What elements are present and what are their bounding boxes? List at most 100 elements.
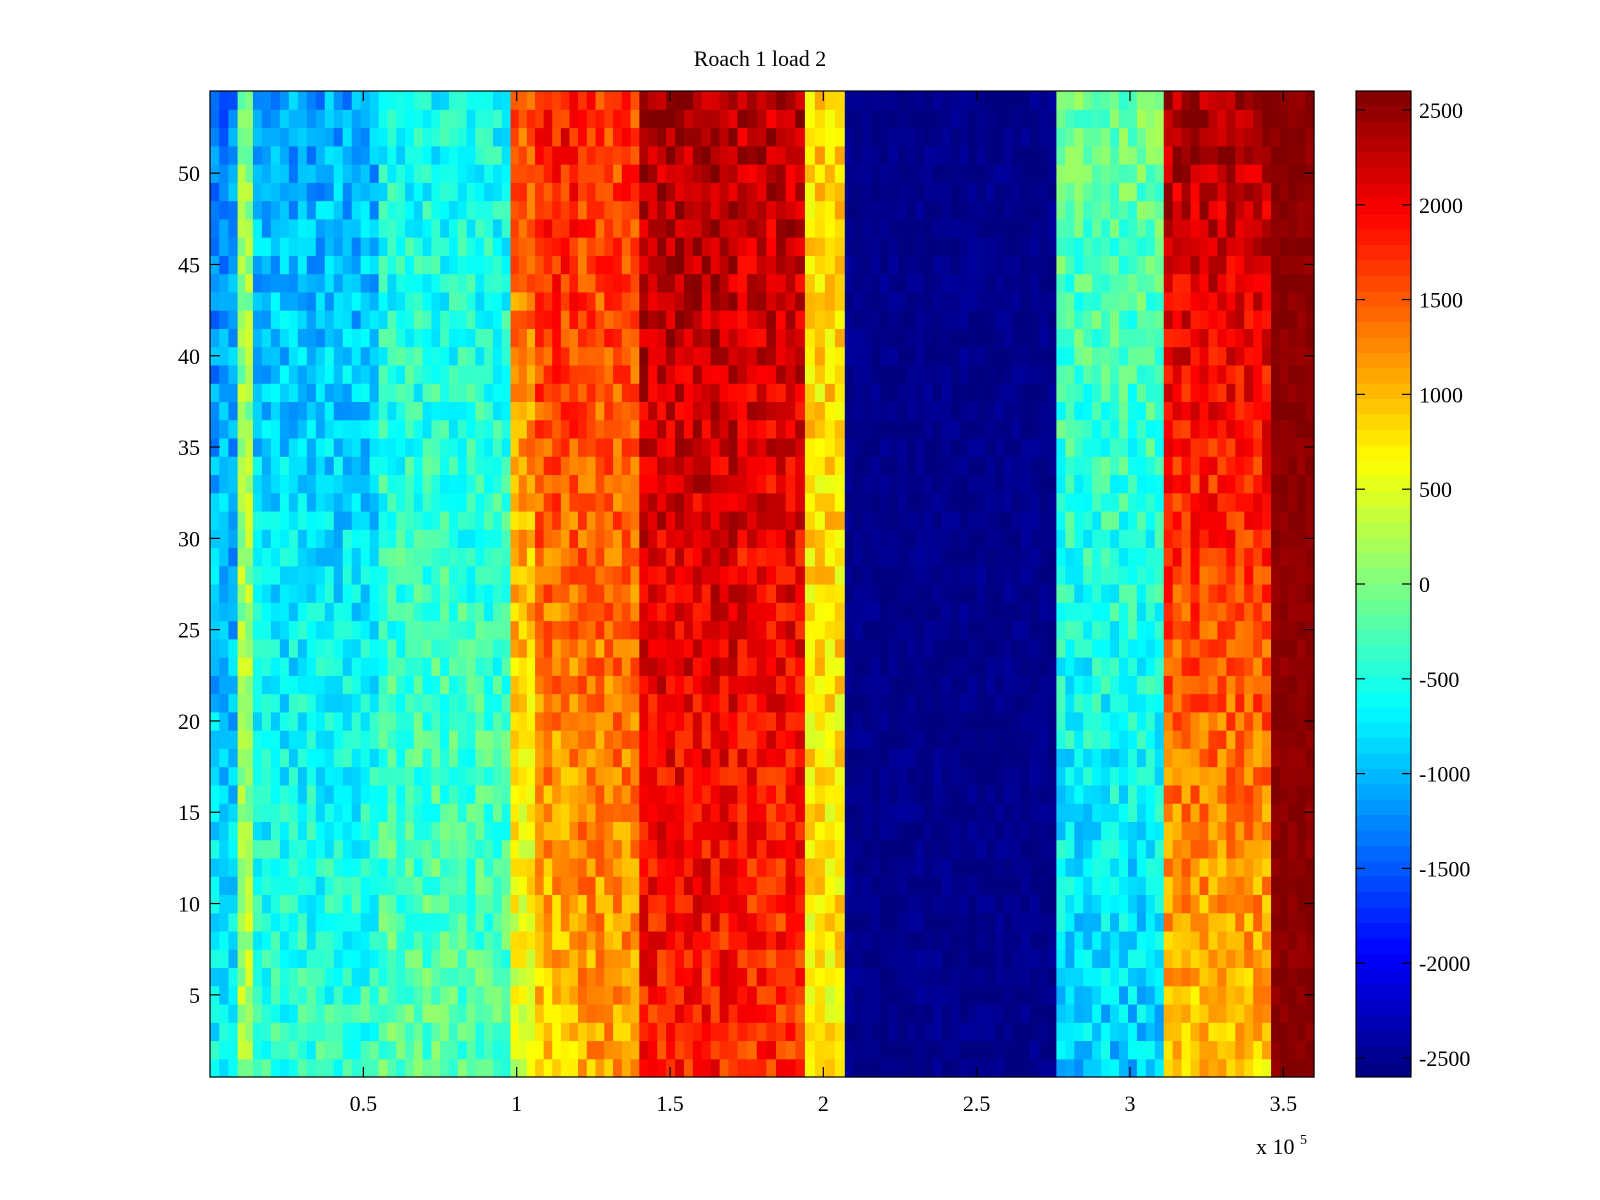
heatmap-cell [543,328,553,348]
heatmap-cell [405,821,415,841]
heatmap-cell [766,164,777,183]
heatmap-cell [431,547,441,567]
heatmap-cell [710,930,721,950]
heatmap-cell [906,693,916,713]
heatmap-cell [924,930,934,950]
heatmap-cell [261,91,272,110]
heatmap-cell [666,291,676,311]
heatmap-cell [569,127,579,147]
heatmap-cell [985,584,996,603]
heatmap-cell [552,1003,562,1023]
heatmap-cell [279,164,290,183]
heatmap-cell [219,182,229,202]
heatmap-cell [1003,803,1013,822]
heatmap-cell [252,127,263,147]
heatmap-cell [466,638,476,658]
heatmap-cell [396,237,406,256]
heatmap-cell [578,437,588,457]
heatmap-cell [968,255,978,275]
heatmap-cell [560,1058,571,1078]
heatmap-cell [692,437,703,457]
heatmap-cell [449,803,459,822]
heatmap-cell [621,1058,632,1078]
heatmap-cell [369,1022,380,1042]
heatmap-cell [737,310,748,329]
heatmap-cell [613,437,623,457]
heatmap-cell [510,638,520,658]
heatmap-cell [306,638,317,658]
heatmap-cell [1021,346,1031,366]
heatmap-cell [785,602,796,622]
heatmap-cell [844,529,855,549]
heatmap-cell [710,602,721,622]
heatmap-cell [630,529,640,549]
heatmap-cell [853,474,864,494]
heatmap-cell [701,930,712,950]
heatmap-cell [621,109,632,129]
heatmap-cell [405,237,415,256]
heatmap-cell [1012,766,1022,786]
heatmap-cell [692,730,703,749]
heatmap-cell [814,930,826,950]
heatmap-cell [897,766,908,786]
heatmap-cell [560,894,571,914]
heatmap-cell [431,584,441,603]
heatmap-cell [888,602,899,622]
heatmap-cell [683,766,694,786]
heatmap-cell [994,237,1005,256]
heatmap-cell [1047,620,1057,640]
heatmap-cell [586,328,597,348]
heatmap-cell [270,401,281,421]
heatmap-cell [475,930,485,950]
heatmap-cell [387,657,397,676]
heatmap-cell [728,492,739,512]
heatmap-cell [795,218,806,238]
heatmap-cell [526,237,536,256]
heatmap-cell [785,1003,796,1023]
heatmap-cell [888,803,899,822]
heatmap-cell [932,985,943,1005]
heatmap-cell [871,547,881,567]
heatmap-cell [431,821,441,841]
heatmap-cell [785,985,796,1005]
heatmap-cell [621,711,632,731]
heatmap-cell [766,273,777,293]
heatmap-cell [675,310,685,329]
heatmap-cell [1012,291,1022,311]
heatmap-cell [648,967,658,987]
heatmap-cell [396,949,406,969]
heatmap-cell [360,930,371,950]
heatmap-cell [501,1040,512,1060]
heatmap-cell [595,894,605,914]
heatmap-cell [413,364,424,384]
heatmap-cell [1012,620,1022,640]
heatmap-cell [449,237,459,256]
heatmap-cell [747,291,758,311]
heatmap-cell [252,821,263,841]
heatmap-cell [288,1040,299,1060]
heatmap-cell [621,894,632,914]
heatmap-cell [675,401,685,421]
heatmap-cell [219,164,229,183]
heatmap-cell [737,839,748,859]
heatmap-cell [639,985,649,1005]
heatmap-cell [475,218,485,238]
heatmap-cell [560,565,571,585]
heatmap-cell [683,529,694,549]
heatmap-cell [701,456,712,476]
heatmap-cell [457,876,468,896]
heatmap-cell [915,748,925,768]
heatmap-cell [719,456,730,476]
heatmap-cell [510,346,520,366]
heatmap-cell [766,693,777,713]
heatmap-cell [297,127,308,147]
heatmap-cell [924,766,934,786]
heatmap-cell [728,730,739,749]
heatmap-cell [518,584,528,603]
heatmap-cell [776,675,787,695]
heatmap-cell [526,730,536,749]
heatmap-cell [766,675,777,695]
heatmap-cell [683,291,694,311]
heatmap-cell [959,437,969,457]
heatmap-cell [228,1022,239,1042]
